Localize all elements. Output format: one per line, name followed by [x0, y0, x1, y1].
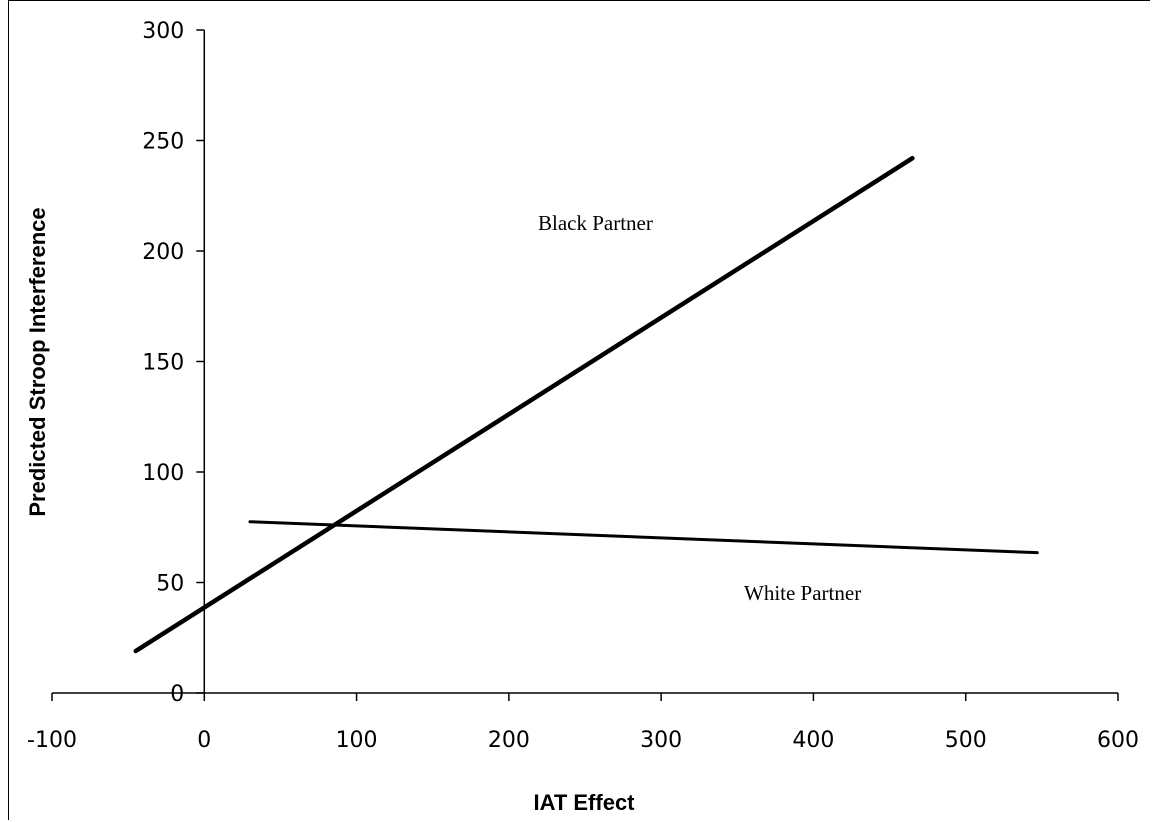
y-tick-label: 50	[156, 572, 184, 597]
series-label-white-partner: White Partner	[744, 581, 861, 605]
chart-frame	[8, 0, 1150, 820]
y-tick-label: 300	[142, 19, 184, 44]
x-axis-title: IAT Effect	[533, 790, 635, 815]
series-line-black-partner	[133, 155, 915, 654]
x-tick-label: 300	[640, 728, 682, 753]
series-line-white-partner	[248, 520, 1039, 555]
x-tick-label: 600	[1097, 728, 1139, 753]
x-tick-label: -100	[27, 728, 77, 753]
y-tick-label: 250	[142, 130, 184, 155]
x-tick-label: 500	[945, 728, 987, 753]
x-tick-label: 200	[488, 728, 530, 753]
y-tick-label: 200	[142, 240, 184, 265]
series-label-black-partner: Black Partner	[538, 211, 653, 235]
axis-ticks: -100 0 100 200 300 400 500 600 0 50 100 150 200 250 30…	[27, 19, 1139, 753]
axes	[52, 30, 1118, 694]
x-tick-label: 100	[336, 728, 378, 753]
series-lines	[133, 155, 1039, 654]
x-tick-label: 400	[792, 728, 834, 753]
y-tick-label: 100	[142, 461, 184, 486]
x-tick-label: 0	[197, 728, 211, 753]
y-tick-label: 150	[142, 351, 184, 376]
y-tick-label: 0	[170, 682, 184, 707]
y-axis-title: Predicted Stroop Interference	[25, 207, 50, 516]
